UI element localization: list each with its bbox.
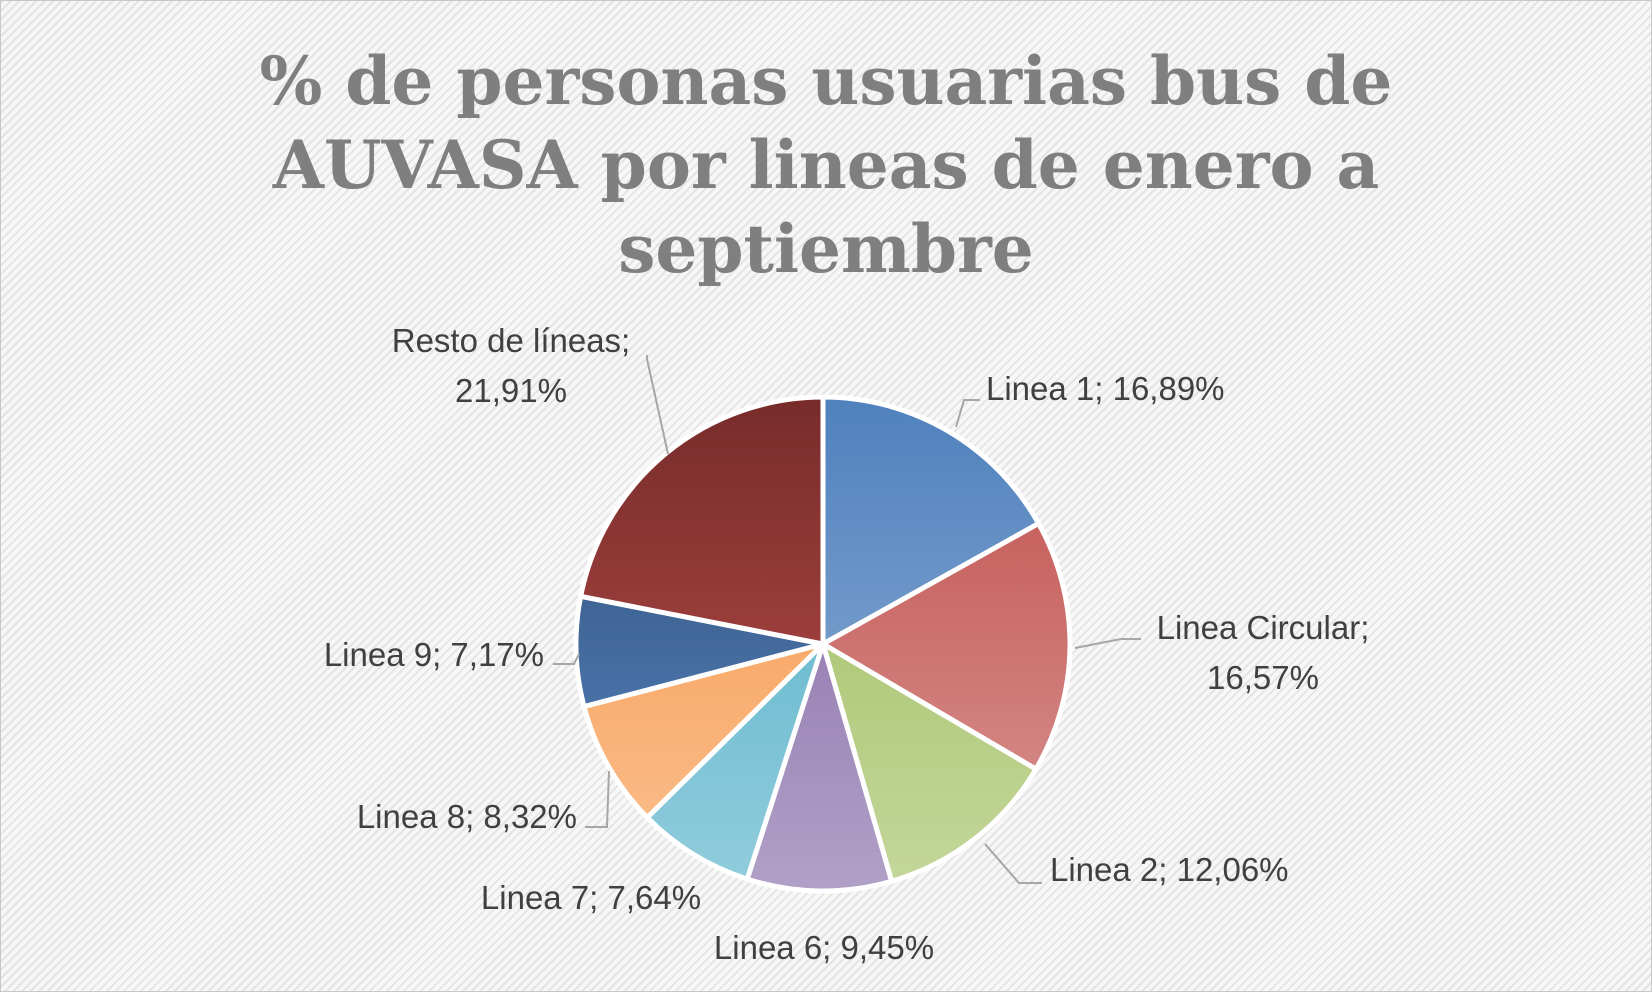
chart-title-line-2: AUVASA por lineas de enero a bbox=[272, 126, 1380, 204]
data-label-linea-2: Linea 2; 12,06% bbox=[1050, 851, 1289, 888]
data-label-resto-de-lineas: Resto de líneas; 21,91% bbox=[392, 322, 630, 409]
chart-title-line-1: % de personas usuarias bus de bbox=[259, 42, 1393, 120]
data-labels: Linea 1; 16,89%Linea Circular; 16,57%Line… bbox=[324, 322, 1370, 966]
leader-line-linea-2 bbox=[984, 843, 1042, 884]
pie-slice-linea-6 bbox=[744, 641, 895, 894]
pie-slices bbox=[573, 394, 1073, 894]
leader-line-linea-8 bbox=[585, 770, 610, 828]
pie-slice-linea-1 bbox=[820, 394, 1042, 647]
data-label-linea-9: Linea 9; 7,17% bbox=[324, 636, 544, 673]
data-label-line: 21,91% bbox=[455, 372, 567, 409]
leader-line-resto-de-lineas bbox=[646, 355, 669, 455]
data-label-line: Linea 8; 8,32% bbox=[357, 798, 577, 835]
data-label-line: Linea 1; 16,89% bbox=[986, 370, 1225, 407]
data-label-linea-7: Linea 7; 7,64% bbox=[481, 879, 701, 916]
data-label-line: Resto de líneas; bbox=[392, 322, 630, 359]
data-label-line: Linea 2; 12,06% bbox=[1050, 851, 1289, 888]
chart-title-line-3: septiembre bbox=[618, 210, 1034, 288]
chart-title: % de personas usuarias bus de AUVASA por… bbox=[1, 39, 1651, 291]
leader-line-linea-9 bbox=[553, 653, 580, 665]
pie-slice-linea-8 bbox=[581, 641, 826, 821]
leader-line-linea-circular bbox=[1074, 638, 1141, 649]
data-label-line: Linea 9; 7,17% bbox=[324, 636, 544, 673]
data-label-linea-8: Linea 8; 8,32% bbox=[357, 798, 577, 835]
data-label-linea-1: Linea 1; 16,89% bbox=[986, 370, 1225, 407]
data-label-linea-6: Linea 6; 9,45% bbox=[714, 929, 934, 966]
data-label-linea-circular: Linea Circular; 16,57% bbox=[1157, 609, 1370, 696]
pie-slice-linea-circular bbox=[820, 520, 1073, 772]
pie-slice-linea-7 bbox=[644, 641, 826, 882]
data-label-line: Linea 7; 7,64% bbox=[481, 879, 701, 916]
pie-slice-resto-de-lineas bbox=[578, 394, 826, 647]
leader-lines bbox=[553, 355, 1141, 884]
data-label-line: Linea Circular; bbox=[1157, 609, 1370, 646]
data-label-line: Linea 6; 9,45% bbox=[714, 929, 934, 966]
leader-line-linea-1 bbox=[955, 399, 980, 428]
data-label-line: 16,57% bbox=[1207, 659, 1319, 696]
